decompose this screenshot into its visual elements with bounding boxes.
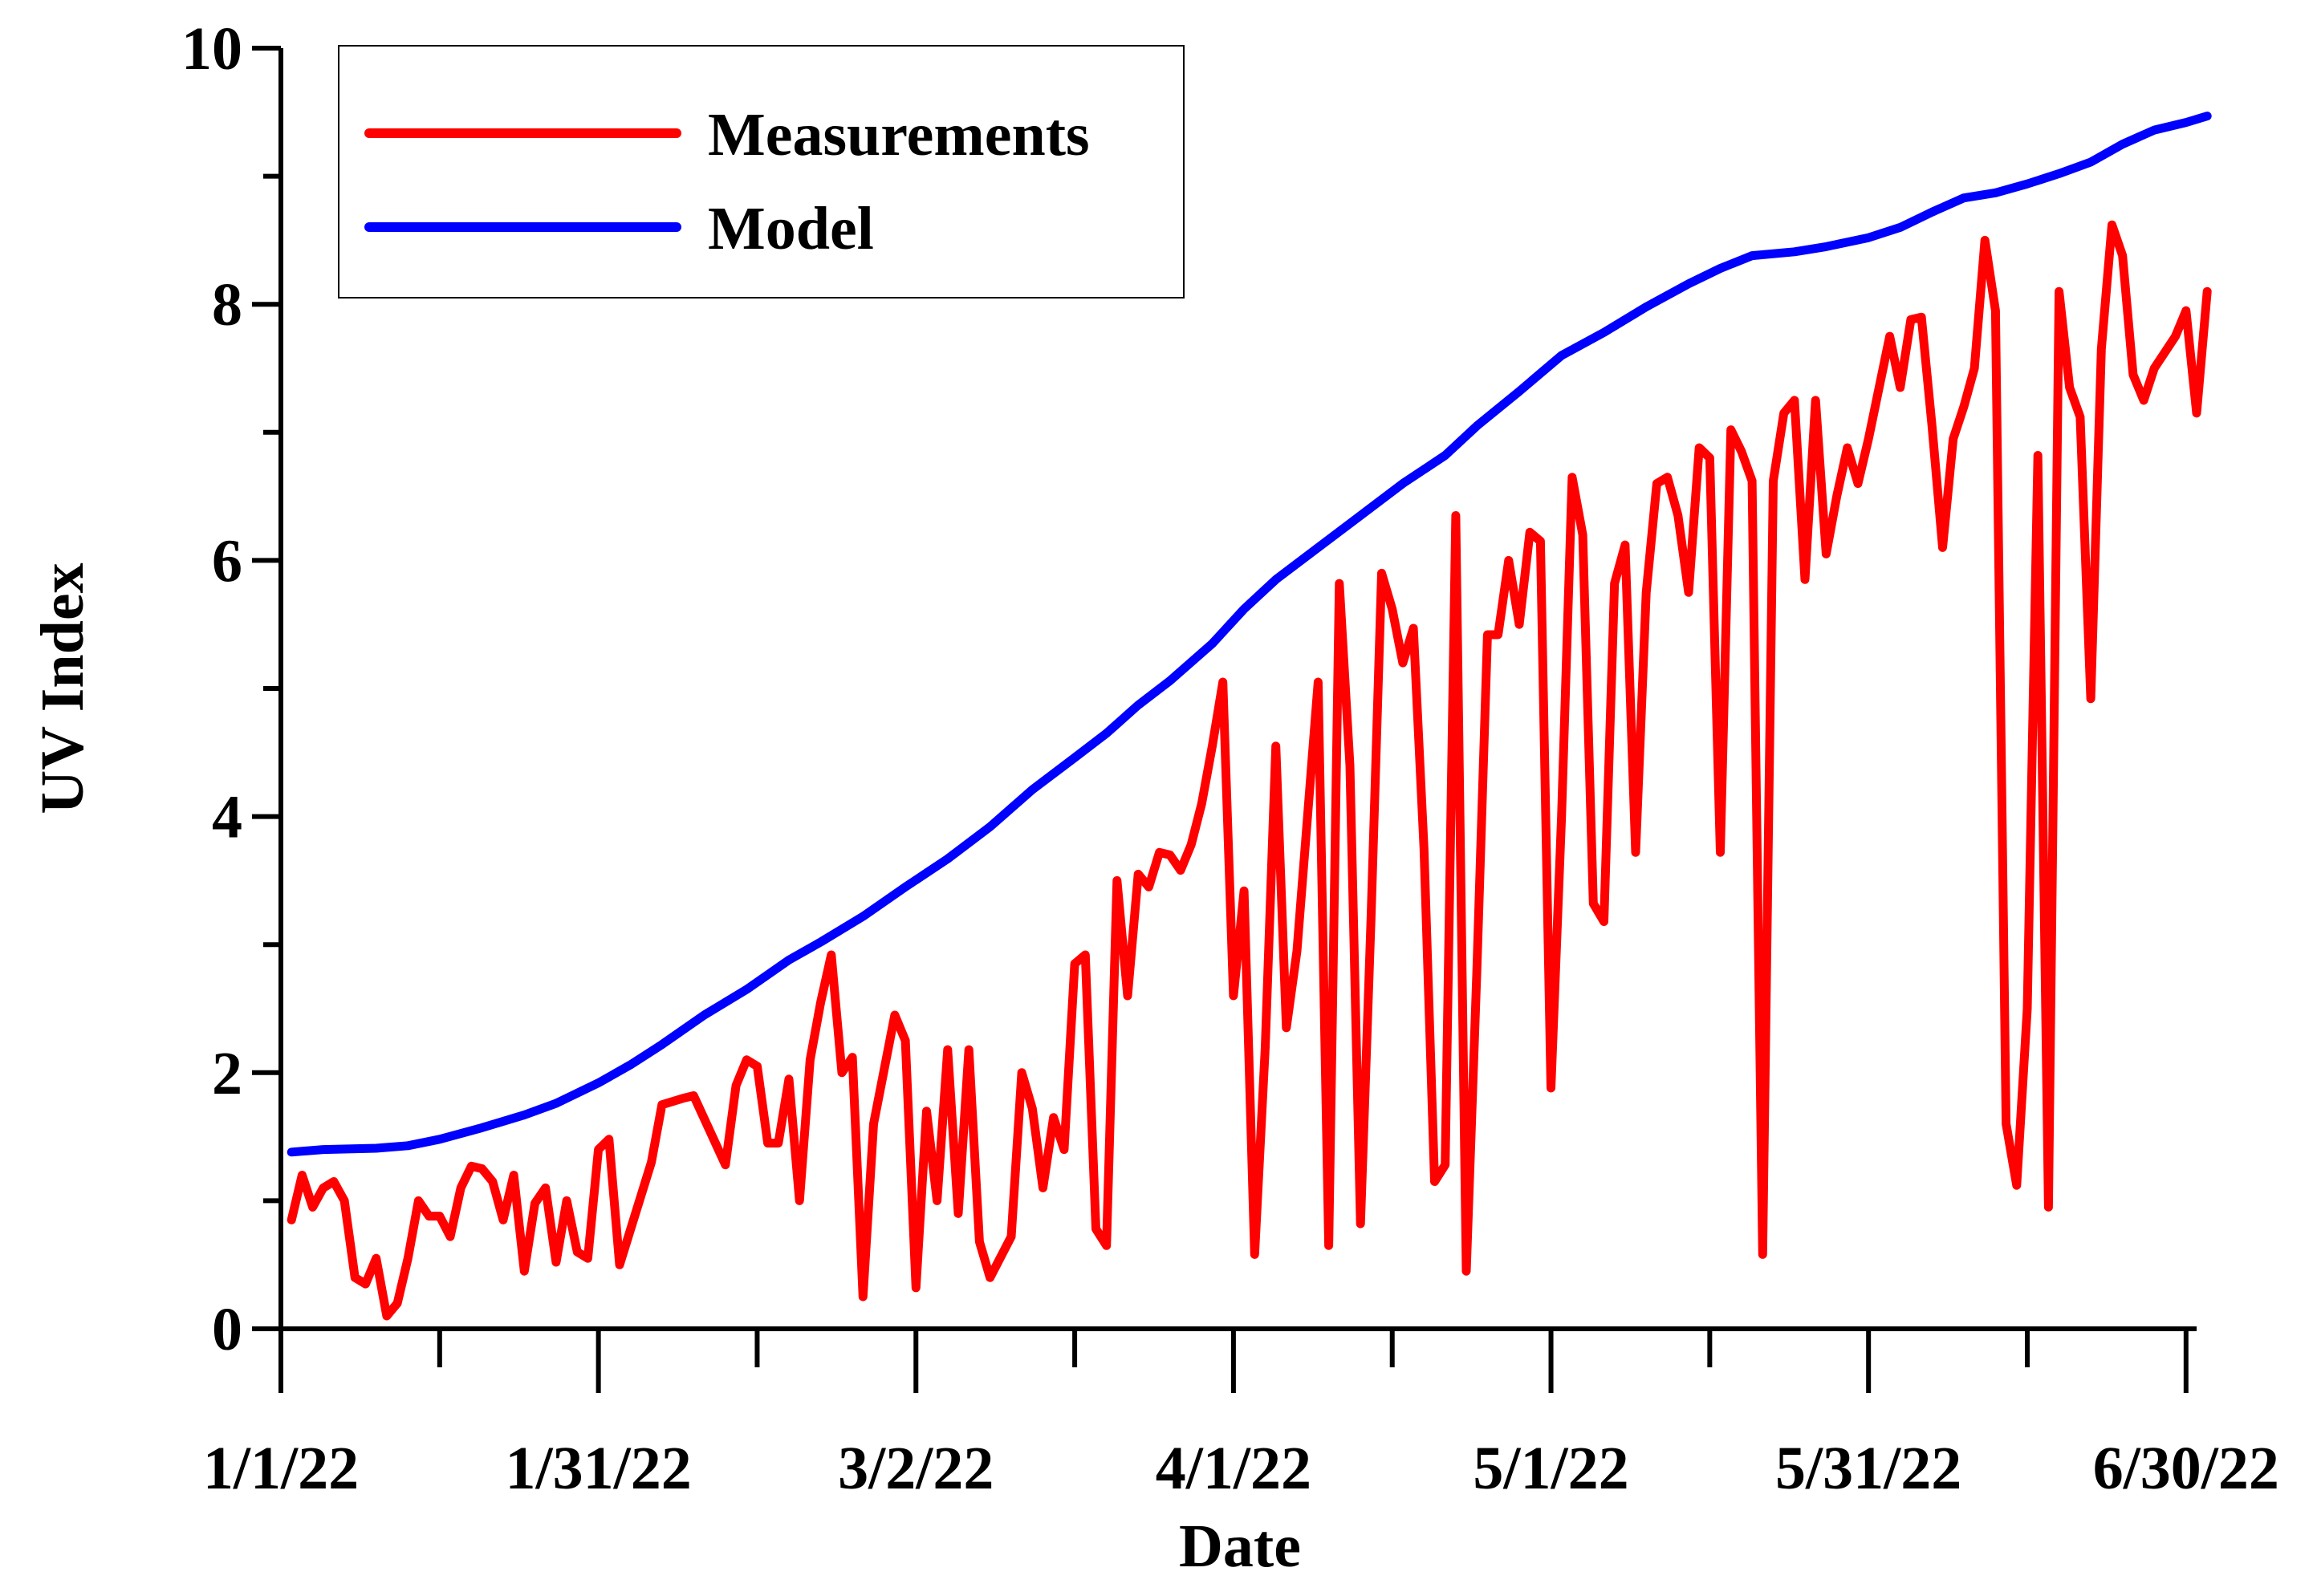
x-tick-label: 1/1/22 (203, 1435, 359, 1502)
legend-label-measurements: Measurements (708, 101, 1090, 169)
x-tick-label: 5/31/22 (1775, 1435, 1961, 1502)
x-axis-title: Date (1179, 1513, 1301, 1580)
x-axis-ticks: 1/1/22 1/31/22 3/2/22 4/1/22 5/1/22 5/31/22 6/… (203, 1329, 2279, 1502)
y-tick-label: 10 (181, 15, 242, 83)
legend-box (338, 45, 1185, 298)
y-tick-label: 4 (212, 784, 242, 851)
series-line-model (287, 112, 2212, 1157)
x-tick-label: 6/30/22 (2093, 1435, 2279, 1502)
x-tick-label: 4/1/22 (1156, 1435, 1311, 1502)
legend-label-model: Model (708, 195, 874, 262)
y-axis-ticks: 0 2 4 6 8 10 (181, 15, 281, 1363)
legend: Measurements Model (338, 45, 1185, 298)
y-tick-label: 0 (212, 1296, 242, 1363)
y-tick-label: 6 (212, 527, 242, 595)
x-tick-label: 1/31/22 (506, 1435, 692, 1502)
y-tick-label: 8 (212, 271, 242, 339)
y-axis-title: UV Index (29, 562, 96, 814)
y-tick-label: 2 (212, 1040, 242, 1107)
series-line-measurements (287, 220, 2212, 1321)
x-tick-label: 3/2/22 (838, 1435, 994, 1502)
series-layer (287, 112, 2212, 1321)
x-tick-label: 5/1/22 (1473, 1435, 1628, 1502)
